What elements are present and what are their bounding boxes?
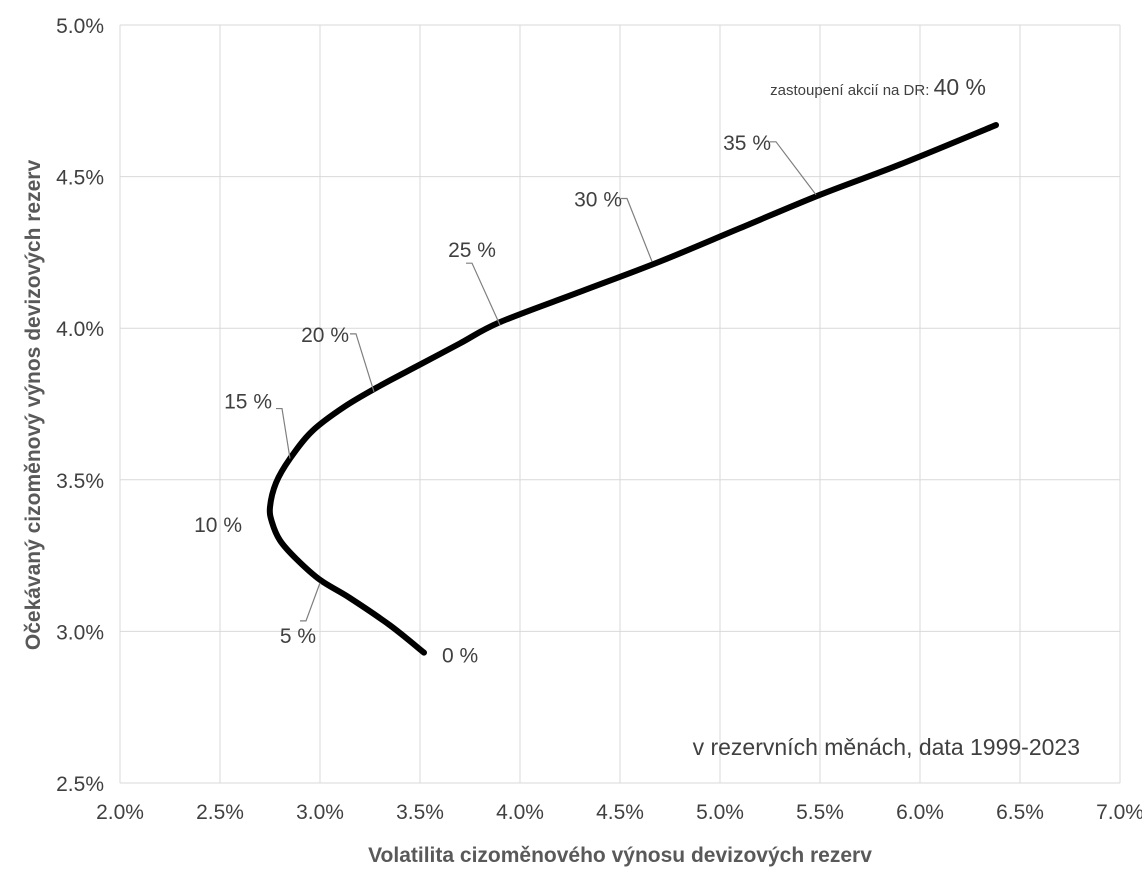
chart-annotation: v rezervních měnách, data 1999-2023 — [693, 734, 1080, 760]
y-tick-label: 4.5% — [56, 167, 104, 190]
point-label: 35 % — [723, 132, 771, 155]
x-tick-label: 3.5% — [396, 801, 444, 824]
x-tick-label: 3.0% — [296, 801, 344, 824]
point-label: 30 % — [574, 188, 622, 211]
point-label: 15 % — [224, 391, 272, 414]
x-tick-label: 5.5% — [796, 801, 844, 824]
label-leader-line — [300, 583, 320, 621]
frontier-line — [270, 125, 996, 653]
x-tick-label: 6.0% — [896, 801, 944, 824]
point-label: 10 % — [194, 514, 242, 537]
x-tick-label: 5.0% — [696, 801, 744, 824]
axis-ticks: 2.0% 2.5% 3.0% 3.5% 4.0% 4.5% 5.0% 5.5% 6.0% 6.5%… — [56, 15, 1142, 824]
x-axis-title: Volatilita cizoměnového výnosu devizovýc… — [368, 844, 872, 867]
label-leader-line — [770, 142, 816, 195]
point-labels: 0 % 5 % 10 % 15 % 20 % 25 % 30 % 35 % zastoupení… — [194, 74, 986, 668]
point-label: 5 % — [280, 625, 316, 648]
label-leader-line — [621, 198, 652, 261]
y-tick-label: 3.0% — [56, 621, 104, 644]
x-tick-label: 6.5% — [996, 801, 1044, 824]
point-label: zastoupení akcií na DR: 40 % — [770, 74, 986, 100]
x-tick-label: 4.0% — [496, 801, 544, 824]
point-label: 20 % — [301, 324, 349, 347]
point-label: 25 % — [448, 239, 496, 262]
label-leader-line — [350, 334, 374, 392]
x-tick-label: 2.5% — [196, 801, 244, 824]
y-tick-label: 3.5% — [56, 470, 104, 493]
x-tick-label: 7.0% — [1096, 801, 1142, 824]
label-leader-line — [466, 263, 500, 325]
y-tick-label: 4.0% — [56, 318, 104, 341]
label-leader-line — [276, 409, 290, 459]
x-tick-label: 4.5% — [596, 801, 644, 824]
x-tick-label: 2.0% — [96, 801, 144, 824]
y-tick-label: 2.5% — [56, 773, 104, 796]
y-tick-label: 5.0% — [56, 15, 104, 38]
point-label: 0 % — [442, 645, 478, 668]
y-axis-title: Očekávaný cizoměnový výnos devizových re… — [22, 160, 45, 651]
